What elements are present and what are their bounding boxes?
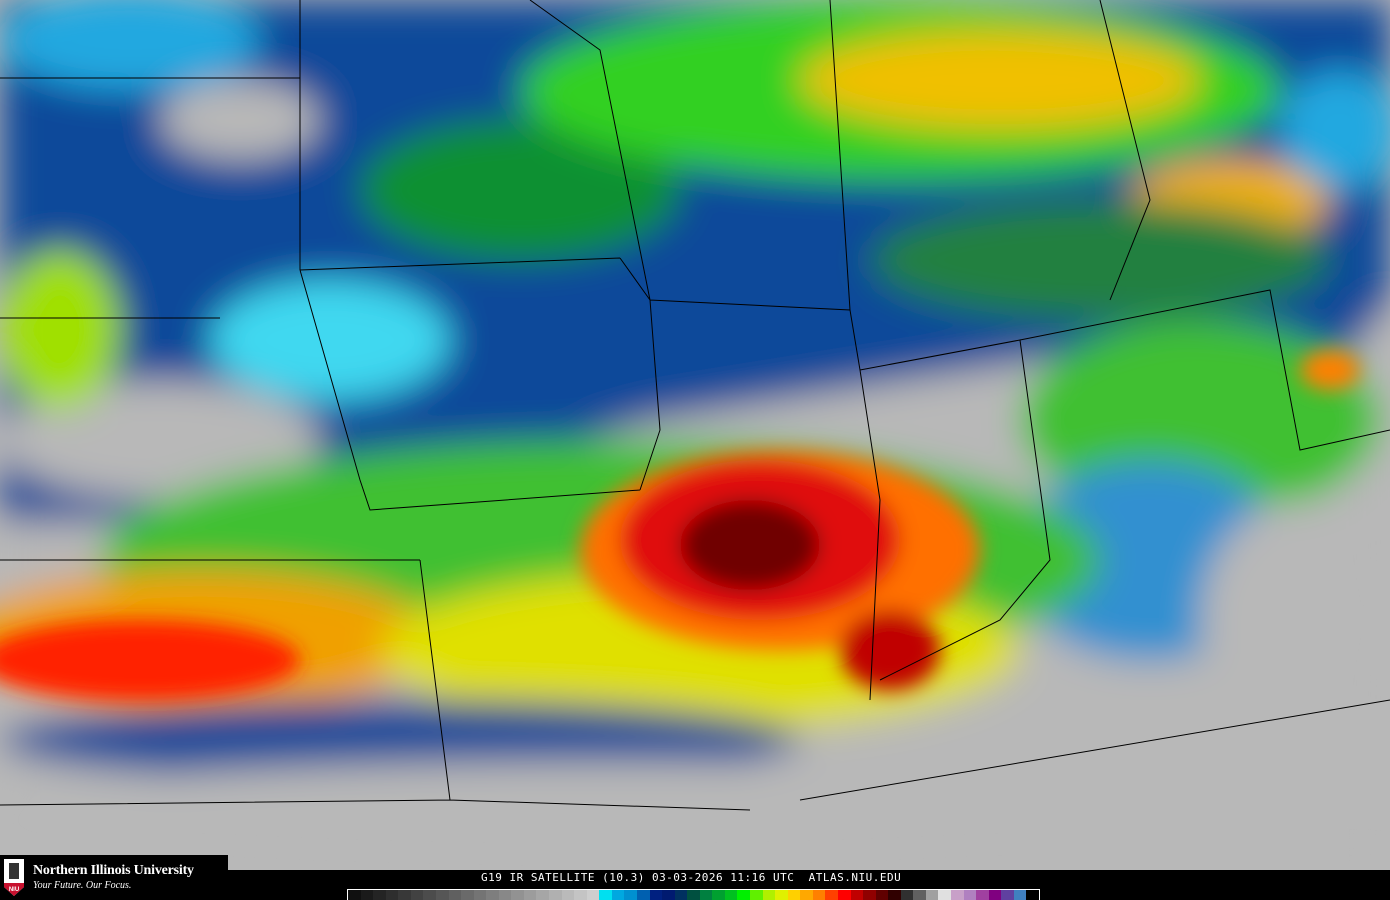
colorbar-swatch	[636, 890, 650, 900]
colorbar-swatch	[687, 890, 700, 900]
university-tagline: Your Future. Our Focus.	[33, 880, 132, 891]
colorbar-swatch	[800, 890, 813, 900]
colorbar-swatch	[461, 890, 474, 900]
colorbar-swatch	[649, 890, 663, 900]
image-caption: G19 IR SATELLITE (10.3) 03-03-2026 11:16…	[481, 871, 902, 884]
colorbar-swatch	[423, 890, 436, 900]
colorbar-swatch	[486, 890, 499, 900]
colorbar-swatch	[599, 890, 612, 900]
colorbar-swatch	[737, 890, 750, 900]
colorbar-swatch	[775, 890, 788, 900]
colorbar-swatch	[925, 890, 939, 900]
colorbar-swatch	[825, 890, 838, 900]
colorbar-swatch	[976, 890, 989, 900]
colorbar-swatch	[762, 890, 776, 900]
colorbar-swatch	[473, 890, 487, 900]
colorbar-swatch	[511, 890, 524, 900]
colorbar-swatch	[662, 890, 675, 900]
colorbar-swatch	[812, 890, 826, 900]
colorbar-swatch	[699, 890, 713, 900]
colorbar-swatch	[712, 890, 725, 900]
colorbar-swatch	[850, 890, 864, 900]
colorbar-swatch	[750, 890, 763, 900]
colorbar-swatch	[1026, 890, 1039, 900]
colorbar-swatch	[888, 890, 901, 900]
colorbar-swatch	[586, 890, 600, 900]
colorbar-swatch	[373, 890, 386, 900]
cloud-layer	[0, 0, 1390, 870]
colorbar-swatch	[348, 890, 361, 900]
colorbar-swatch	[1013, 890, 1027, 900]
colorbar-swatch	[875, 890, 889, 900]
colorbar-swatch	[498, 890, 512, 900]
state-borders	[0, 0, 1390, 811]
colorbar-swatch	[988, 890, 1002, 900]
colorbar-swatch	[385, 890, 399, 900]
colorbar-swatch	[611, 890, 625, 900]
colorbar-swatch	[523, 890, 537, 900]
ir-satellite-image	[0, 0, 1390, 870]
colorbar-swatch	[561, 890, 575, 900]
colorbar-swatch	[536, 890, 549, 900]
colorbar-swatch	[410, 890, 424, 900]
university-name: Northern Illinois University	[33, 863, 194, 878]
colorbar-swatch	[787, 890, 801, 900]
colorbar-swatch	[448, 890, 462, 900]
niu-shield-icon: NIU	[4, 859, 24, 896]
colorbar-swatch	[549, 890, 562, 900]
colorbar-swatch	[435, 890, 449, 900]
temperature-colorbar	[347, 889, 1040, 900]
colorbar-swatch	[863, 890, 876, 900]
colorbar-swatch	[398, 890, 411, 900]
colorbar-swatch	[951, 890, 964, 900]
colorbar-swatch	[574, 890, 587, 900]
colorbar-swatch	[938, 890, 951, 900]
colorbar-swatch	[724, 890, 738, 900]
colorbar-swatch	[624, 890, 637, 900]
colorbar-swatch	[900, 890, 914, 900]
colorbar-swatch	[1001, 890, 1014, 900]
colorbar-swatch	[963, 890, 977, 900]
colorbar-swatch	[674, 890, 688, 900]
svg-text:NIU: NIU	[9, 887, 19, 893]
colorbar-swatch	[913, 890, 926, 900]
colorbar-swatch	[360, 890, 374, 900]
niu-logo: NIU Northern Illinois University Your Fu…	[0, 855, 228, 900]
colorbar-swatch	[837, 890, 851, 900]
